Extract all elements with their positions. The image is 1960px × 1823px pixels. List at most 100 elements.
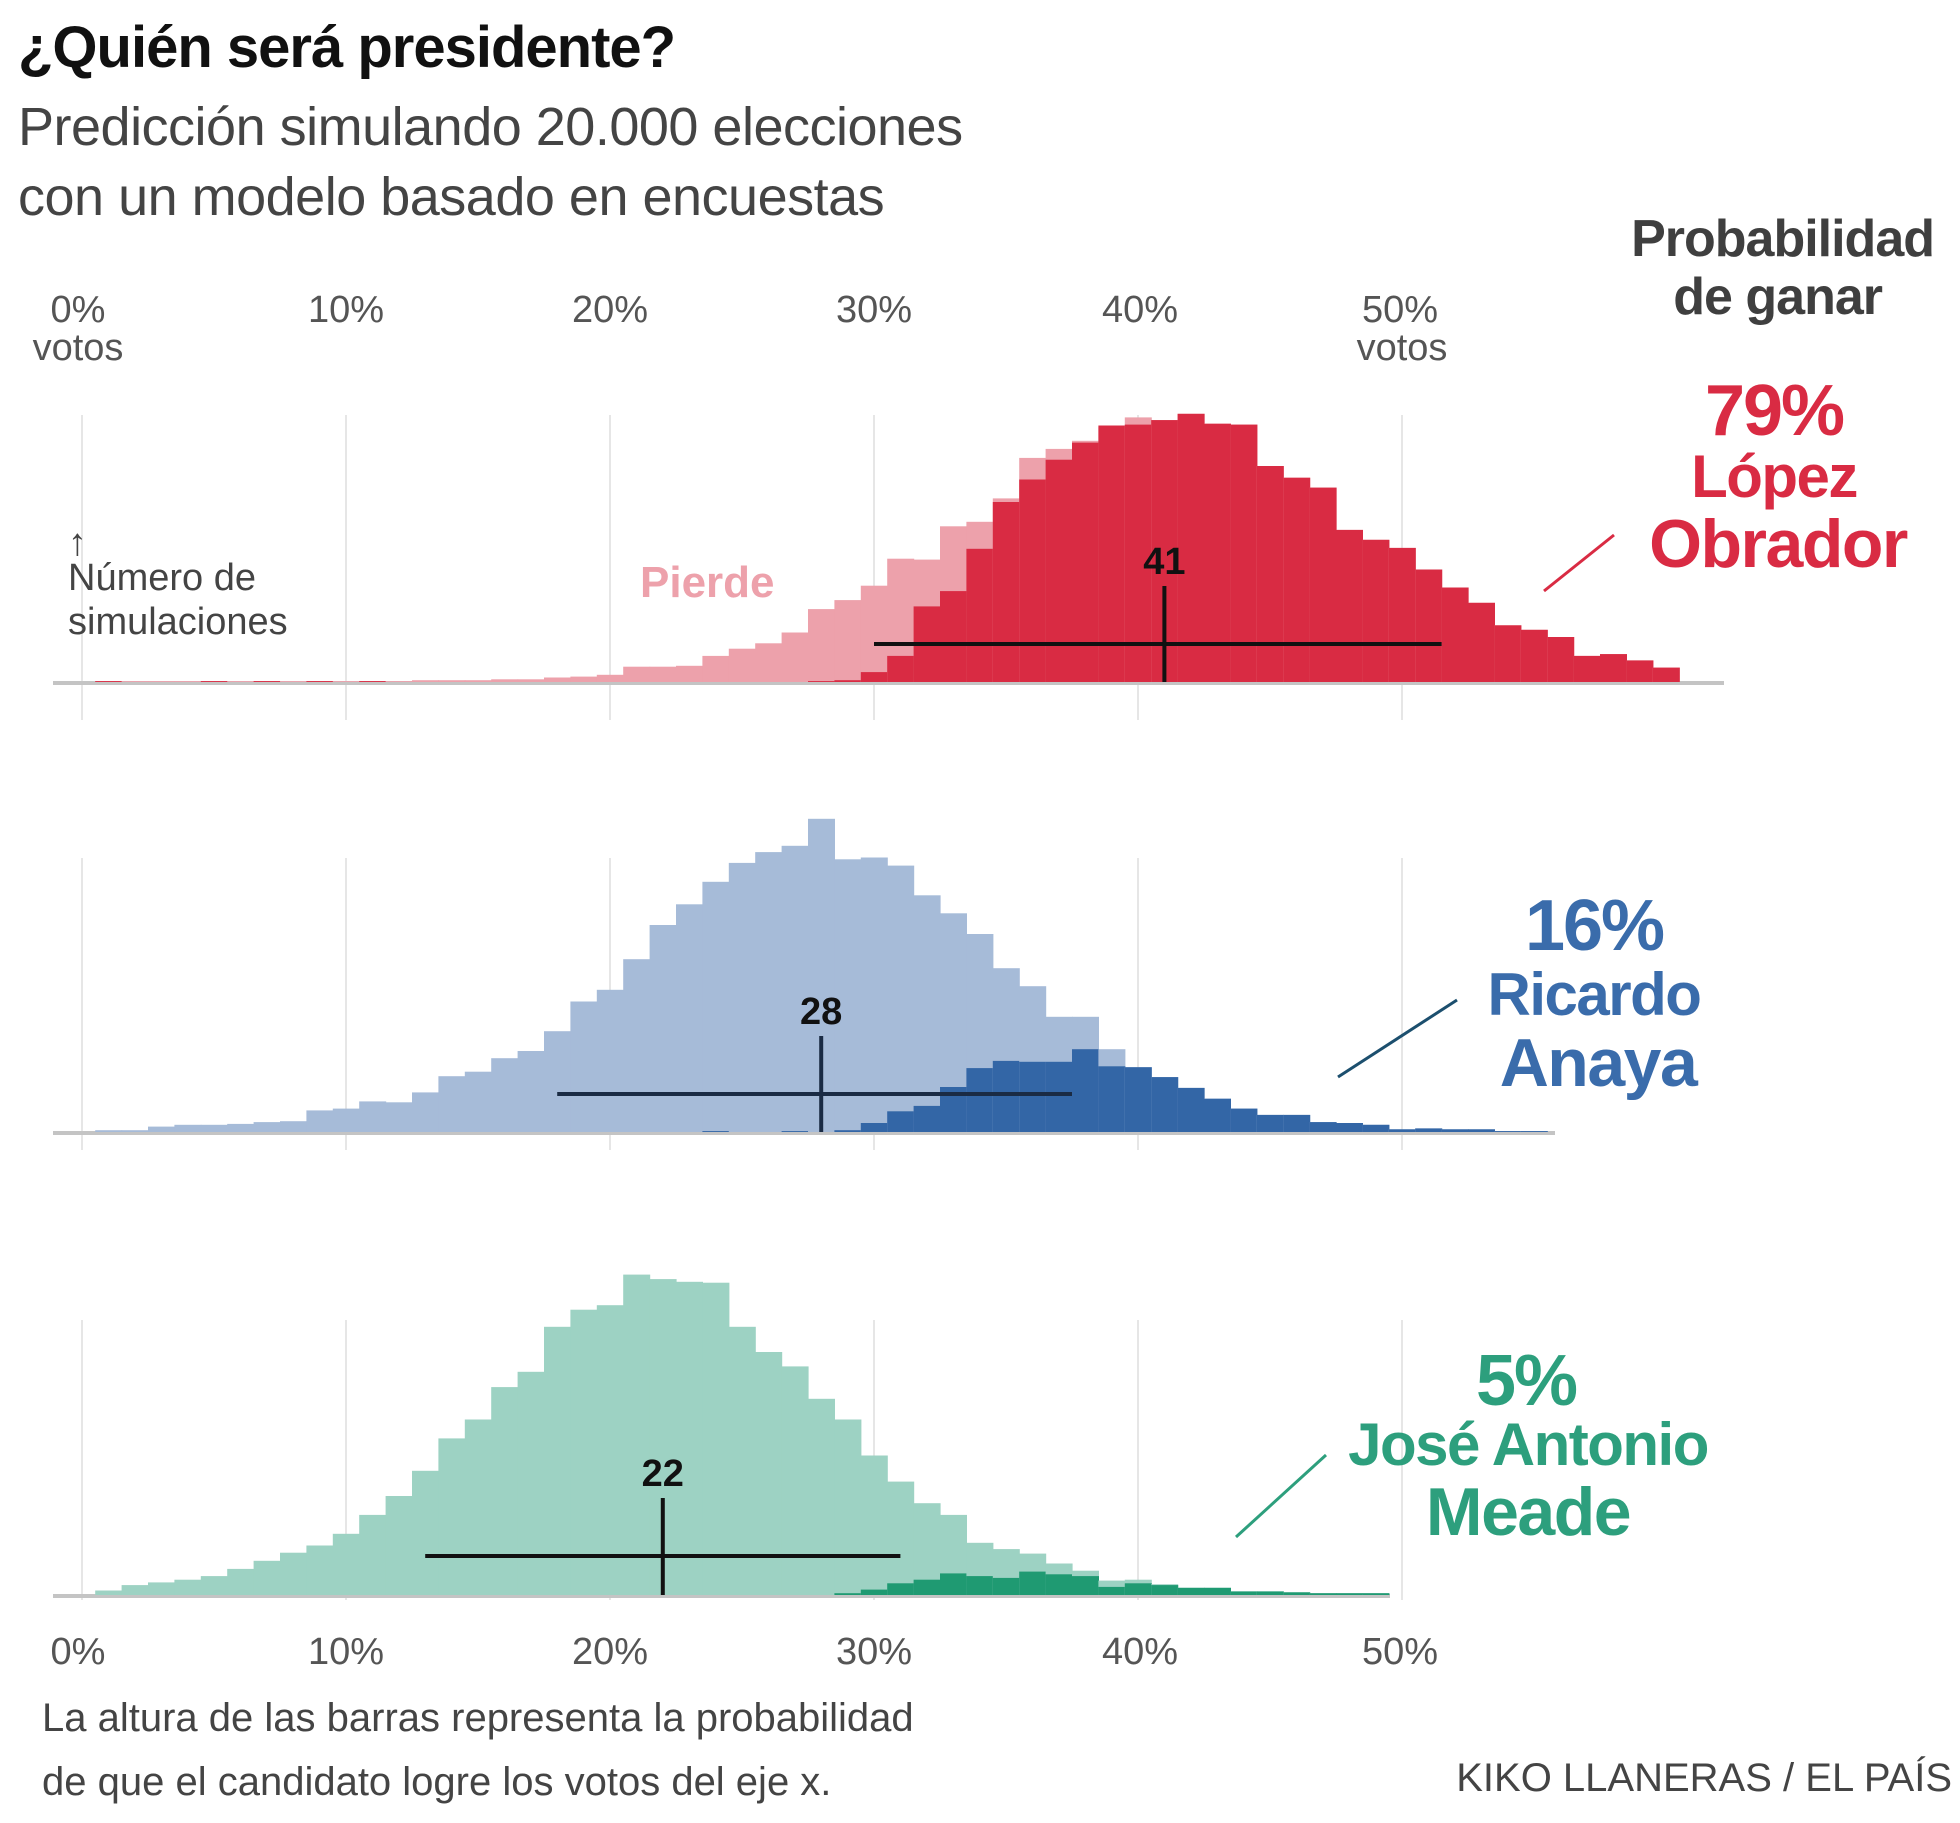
median-label: 22 bbox=[642, 1453, 684, 1495]
name-lopez-line-2: Obrador bbox=[1649, 506, 1908, 582]
bar-lose bbox=[306, 1110, 334, 1132]
bar-win bbox=[1362, 1124, 1390, 1132]
bottom-tick-label: 50% bbox=[1362, 1631, 1438, 1673]
bar-lose bbox=[808, 1398, 835, 1595]
bottom-tick-label: 40% bbox=[1102, 1631, 1178, 1673]
bar-lose bbox=[385, 1496, 413, 1595]
bar-win bbox=[860, 1123, 888, 1132]
bar-win bbox=[200, 681, 228, 682]
bar-lose bbox=[834, 600, 862, 682]
top-tick-label: 50% bbox=[1362, 289, 1438, 331]
bar-lose bbox=[887, 1481, 915, 1595]
bar-win bbox=[887, 655, 915, 682]
bar-win bbox=[1072, 1576, 1099, 1595]
bar-lose bbox=[570, 1309, 598, 1595]
bar-win bbox=[1573, 655, 1601, 682]
top-axis-ticks: 0% 10% 20% 30% 40% 50% votos votos bbox=[33, 289, 1448, 369]
bar-lose bbox=[464, 680, 492, 682]
panel-meade: 22 bbox=[53, 1274, 1390, 1598]
y-note-arrow: ↑ bbox=[68, 522, 87, 564]
bar-win bbox=[1045, 1061, 1073, 1132]
bar-lose bbox=[649, 666, 677, 682]
bottom-tick-label: 0% bbox=[51, 1631, 106, 1673]
bar-win bbox=[1336, 1123, 1363, 1132]
panel-ricardo-anaya: 28 bbox=[53, 818, 1555, 1135]
bar-win bbox=[887, 1583, 915, 1595]
bar-win bbox=[1468, 602, 1495, 682]
bar-lose bbox=[755, 852, 783, 1132]
bar-lose bbox=[676, 1281, 703, 1595]
bar-win bbox=[1336, 529, 1363, 682]
bar-lose bbox=[438, 1438, 466, 1595]
bar-lose bbox=[332, 681, 360, 682]
leader-line-lopez bbox=[1543, 533, 1615, 593]
bar-win bbox=[1362, 539, 1390, 682]
bar-lose bbox=[280, 1552, 307, 1595]
name-meade-line-2: Meade bbox=[1426, 1474, 1630, 1550]
top-tick-label: 30% bbox=[836, 289, 912, 331]
bar-lose bbox=[517, 1051, 545, 1132]
bar-lose bbox=[860, 857, 888, 1132]
bar-lose bbox=[412, 1092, 439, 1132]
bar-win bbox=[992, 502, 1020, 682]
bar-win bbox=[781, 1131, 809, 1132]
bottom-tick-label: 20% bbox=[572, 1631, 648, 1673]
bar-win bbox=[1256, 466, 1284, 682]
bar-win bbox=[1019, 1571, 1047, 1595]
unit-label-left: votos bbox=[33, 327, 124, 369]
bar-lose bbox=[412, 680, 439, 682]
bar-lose bbox=[227, 1568, 255, 1595]
caption-line-2: de que el candidato logre los votos del … bbox=[42, 1760, 832, 1804]
bar-win bbox=[834, 1593, 862, 1595]
bar-win bbox=[1204, 423, 1231, 682]
bar-win bbox=[1045, 459, 1073, 682]
bar-lose bbox=[913, 895, 941, 1132]
bar-lose bbox=[596, 989, 624, 1132]
name-anaya-line-2: Anaya bbox=[1500, 1025, 1699, 1101]
leader-line-meade bbox=[1234, 1453, 1328, 1539]
bar-lose bbox=[834, 859, 862, 1132]
bar-lose bbox=[544, 677, 571, 682]
bar-lose bbox=[280, 1121, 307, 1132]
bar-win bbox=[860, 672, 888, 682]
bar-lose bbox=[860, 1455, 888, 1595]
bar-win bbox=[1547, 637, 1575, 682]
bar-lose bbox=[623, 959, 651, 1132]
y-note-line-2: simulaciones bbox=[68, 601, 288, 643]
bar-win bbox=[1151, 1077, 1179, 1132]
bar-lose bbox=[623, 666, 651, 682]
bar-lose bbox=[491, 1058, 519, 1132]
bar-lose bbox=[174, 1579, 202, 1595]
bar-lose bbox=[200, 1124, 228, 1132]
bar-lose bbox=[755, 643, 783, 682]
bar-lose bbox=[200, 1576, 228, 1595]
bar-lose bbox=[702, 881, 730, 1132]
bar-win bbox=[1520, 629, 1548, 682]
unit-label-right: votos bbox=[1357, 327, 1448, 369]
bar-lose bbox=[121, 1130, 149, 1132]
bar-lose bbox=[596, 1305, 624, 1595]
bar-lose bbox=[95, 1590, 123, 1595]
bar-lose bbox=[728, 648, 756, 682]
bottom-axis-ticks: 0% 10% 20% 30% 40% 50% bbox=[51, 1631, 1438, 1673]
bar-lose bbox=[596, 674, 624, 682]
bar-win bbox=[913, 1105, 941, 1132]
bar-lose bbox=[121, 681, 149, 682]
bar-win bbox=[1283, 477, 1311, 682]
bar-win bbox=[1019, 1061, 1047, 1132]
bar-lose bbox=[95, 1130, 123, 1132]
win-prob-lopez: 79% bbox=[1705, 371, 1844, 451]
median-label: 41 bbox=[1143, 541, 1185, 583]
bar-lose bbox=[227, 1123, 255, 1132]
bar-win bbox=[940, 591, 967, 682]
bar-win bbox=[1256, 1114, 1284, 1132]
bar-win bbox=[1388, 547, 1416, 682]
bar-win bbox=[1441, 1129, 1469, 1132]
bar-lose bbox=[834, 1419, 862, 1595]
bar-win bbox=[1256, 1591, 1284, 1595]
bar-lose bbox=[253, 1560, 281, 1595]
bar-win bbox=[966, 1576, 994, 1595]
bar-win bbox=[1098, 1586, 1126, 1595]
bar-lose bbox=[464, 1419, 492, 1595]
bar-win bbox=[1626, 660, 1654, 682]
